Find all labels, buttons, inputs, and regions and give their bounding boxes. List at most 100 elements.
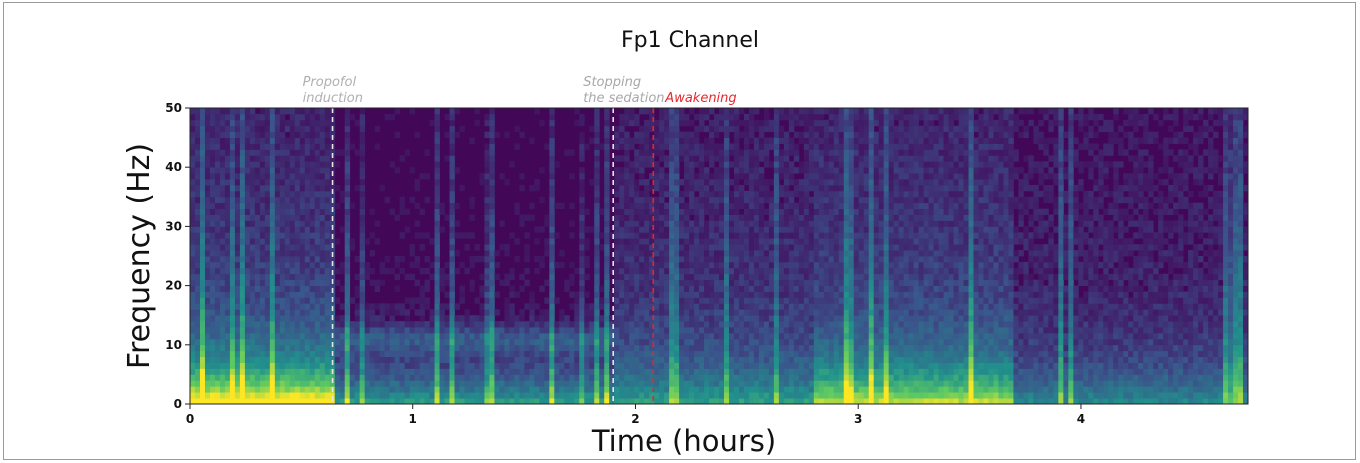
heatmap-cell [464, 315, 470, 322]
heatmap-cell [748, 125, 755, 133]
heatmap-cell [783, 315, 790, 322]
heatmap-cell [239, 238, 246, 245]
heatmap-cell [284, 184, 291, 192]
heatmap-cell [808, 226, 815, 233]
heatmap-cell [319, 113, 326, 121]
heatmap-cell [324, 214, 331, 221]
heatmap-cell [289, 273, 296, 281]
heatmap-cell [614, 250, 620, 257]
heatmap-cell [813, 309, 820, 316]
heatmap-cell [748, 113, 755, 121]
heatmap-cell [414, 261, 420, 269]
heatmap-cell [788, 208, 795, 215]
heatmap-cell [374, 238, 381, 245]
heatmap-cell [199, 232, 206, 239]
heatmap-cell [609, 315, 615, 322]
heatmap-cell [788, 190, 795, 198]
heatmap-cell [264, 297, 271, 304]
heatmap-cell [674, 380, 680, 387]
heatmap-cell [289, 202, 296, 210]
heatmap-cell [449, 309, 455, 316]
heatmap-cell [499, 392, 505, 399]
heatmap-cell [624, 220, 630, 227]
heatmap-cell [269, 232, 276, 239]
heatmap-cell [604, 291, 610, 298]
heatmap-cell [624, 297, 630, 304]
heatmap-cell [509, 374, 515, 381]
heatmap-cell [644, 208, 650, 215]
heatmap-cell [813, 119, 820, 127]
heatmap-cell [798, 279, 805, 286]
heatmap-cell [614, 267, 620, 275]
heatmap-cell [803, 356, 810, 363]
heatmap-cell [229, 202, 236, 210]
heatmap-cell [384, 362, 391, 369]
heatmap-cell [394, 374, 400, 381]
heatmap-cell [434, 250, 440, 257]
heatmap-cell [304, 368, 311, 375]
heatmap-cell [254, 309, 261, 316]
heatmap-cell [639, 344, 645, 352]
heatmap-cell [798, 315, 805, 322]
heatmap-cell [564, 285, 570, 292]
heatmap-cell [309, 392, 316, 399]
heatmap-cell [664, 297, 670, 304]
heatmap-cell [314, 392, 321, 399]
heatmap-cell [649, 261, 655, 269]
heatmap-cell [679, 214, 685, 221]
heatmap-cell [524, 214, 530, 221]
heatmap-cell [783, 131, 790, 138]
heatmap-cell [614, 291, 620, 298]
heatmap-cell [803, 285, 810, 292]
heatmap-cell [714, 309, 720, 316]
heatmap-cell [813, 267, 820, 275]
heatmap-cell [199, 137, 206, 144]
heatmap-cell [269, 190, 276, 198]
heatmap-cell [798, 327, 805, 334]
heatmap-cell [534, 315, 540, 322]
heatmap-cell [209, 279, 216, 286]
heatmap-cell [239, 309, 246, 316]
heatmap-cell [279, 368, 286, 375]
heatmap-cell [748, 332, 755, 340]
heatmap-cell [214, 356, 221, 363]
heatmap-cell [394, 309, 400, 316]
heatmap-cell [444, 374, 450, 381]
heatmap-cell [738, 309, 745, 316]
heatmap-cell [709, 208, 715, 215]
heatmap-cell [339, 285, 346, 292]
heatmap-cell [489, 196, 495, 204]
heatmap-cell [539, 315, 545, 322]
heatmap-cell [549, 267, 555, 275]
heatmap-cell [778, 113, 785, 121]
heatmap-cell [719, 190, 725, 198]
heatmap-cell [534, 362, 540, 369]
heatmap-cell [269, 368, 276, 375]
heatmap-cell [659, 350, 665, 358]
heatmap-cell [399, 321, 405, 328]
heatmap-cell [509, 368, 515, 375]
heatmap-cell [689, 167, 695, 174]
heatmap-cell [244, 374, 251, 381]
heatmap-cell [424, 321, 430, 328]
heatmap-cell [828, 380, 835, 387]
heatmap-cell [798, 244, 805, 251]
heatmap-cell [299, 267, 306, 275]
heatmap-cell [684, 380, 690, 387]
heatmap-cell [324, 350, 331, 358]
heatmap-cell [434, 362, 440, 369]
heatmap-cell [564, 356, 570, 363]
heatmap-cell [444, 392, 450, 399]
heatmap-cell [304, 297, 311, 304]
heatmap-cell [404, 315, 410, 322]
heatmap-cell [209, 362, 216, 369]
heatmap-cell [783, 332, 790, 340]
heatmap-cell [634, 362, 640, 369]
heatmap-cell [684, 315, 690, 322]
heatmap-cell [684, 261, 690, 269]
heatmap-cell [274, 315, 281, 322]
heatmap-cell [564, 321, 570, 328]
heatmap-cell [199, 332, 206, 340]
heatmap-cell [324, 338, 331, 346]
heatmap-cell [329, 155, 336, 162]
